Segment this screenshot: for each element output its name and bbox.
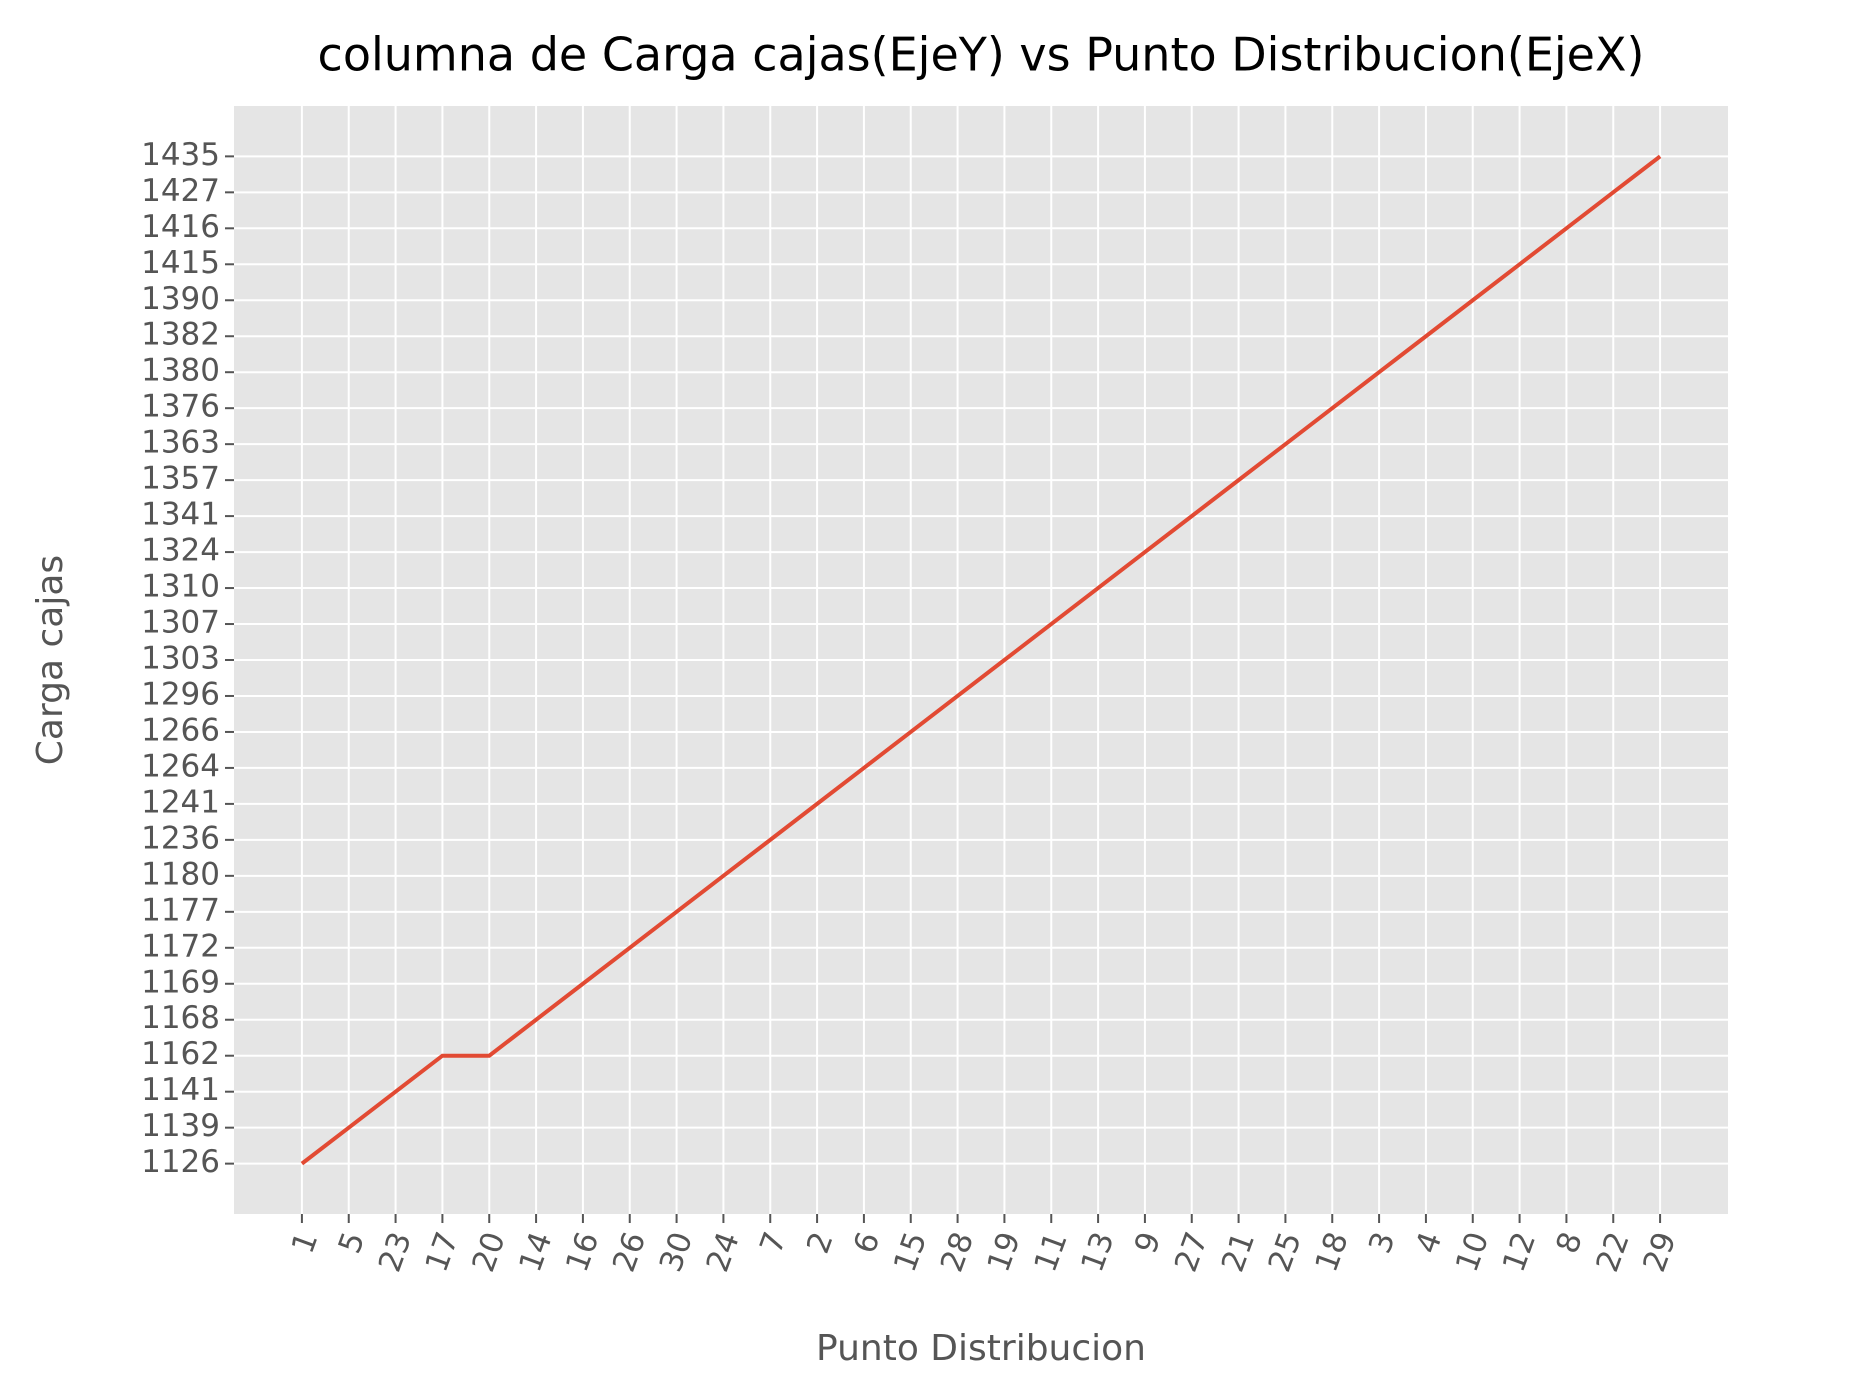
- x-tick-label: 19: [981, 1227, 1028, 1276]
- x-tick-label: 20: [465, 1227, 512, 1276]
- y-tick-label: 1266: [141, 712, 220, 748]
- y-tick-label: 1324: [141, 533, 220, 569]
- line-series: [300, 154, 1662, 1166]
- x-tick-label: 1: [285, 1227, 326, 1258]
- y-tick-label: 1435: [141, 137, 220, 173]
- y-tick-label: 1382: [141, 317, 220, 353]
- x-tick-label: 18: [1308, 1227, 1355, 1276]
- x-tick-label: 13: [1074, 1227, 1121, 1276]
- y-tick-label: 1357: [141, 461, 220, 497]
- y-tick-label: 1380: [141, 353, 220, 389]
- x-tick-label: 9: [1128, 1227, 1169, 1258]
- x-tick-label: 17: [419, 1227, 466, 1276]
- x-tick-label: 4: [1409, 1227, 1450, 1258]
- x-tick-label: 15: [887, 1227, 934, 1276]
- y-tick-label: 1177: [141, 892, 220, 928]
- x-tick-label: 29: [1636, 1227, 1683, 1276]
- y-tick-label: 1296: [141, 676, 220, 712]
- x-tick-label: 10: [1449, 1227, 1496, 1276]
- x-tick-label: 23: [372, 1227, 419, 1276]
- y-tick-label: 1162: [141, 1036, 220, 1072]
- x-tick-label: 12: [1496, 1227, 1543, 1276]
- x-tick-label: 27: [1168, 1227, 1215, 1276]
- y-tick-label: 1139: [141, 1108, 220, 1144]
- x-tick-label: 2: [800, 1227, 841, 1258]
- y-tick-label: 1415: [141, 245, 220, 281]
- y-tick-label: 1307: [141, 605, 220, 641]
- x-tick-label: 11: [1027, 1227, 1074, 1276]
- y-tick-label: 1172: [141, 928, 220, 964]
- y-axis-label: Carga cajas: [30, 555, 71, 765]
- y-tick-label: 1427: [141, 173, 220, 209]
- y-tick-label: 1241: [141, 784, 220, 820]
- x-tick-label: 5: [332, 1227, 373, 1258]
- y-tick-label: 1169: [141, 964, 220, 1000]
- x-tick-label: 26: [606, 1227, 653, 1276]
- x-tick-label: 24: [700, 1227, 747, 1276]
- y-tick-label: 1416: [141, 209, 220, 245]
- y-tick-label: 1126: [141, 1144, 220, 1180]
- x-tick-label: 6: [847, 1227, 888, 1258]
- x-tick-label: 21: [1215, 1227, 1262, 1276]
- x-tick-label: 3: [1362, 1227, 1403, 1258]
- x-tick-label: 8: [1549, 1227, 1590, 1258]
- y-tick-label: 1264: [141, 748, 220, 784]
- x-tick-label: 16: [559, 1227, 606, 1276]
- y-tick-label: 1236: [141, 820, 220, 856]
- y-tick-label: 1141: [141, 1072, 220, 1108]
- y-tick-label: 1363: [141, 425, 220, 461]
- y-tick-label: 1390: [141, 281, 220, 317]
- y-tick-label: 1310: [141, 569, 220, 605]
- y-tick-label: 1180: [141, 856, 220, 892]
- x-tick-label: 7: [753, 1227, 794, 1258]
- x-tick-label: 28: [934, 1227, 981, 1276]
- x-axis-label: Punto Distribucion: [816, 1328, 1146, 1369]
- y-tick-label: 1303: [141, 641, 220, 677]
- y-tick-label: 1341: [141, 497, 220, 533]
- x-tick-label: 14: [512, 1227, 559, 1276]
- y-tick-label: 1168: [141, 1000, 220, 1036]
- x-tick-label: 22: [1589, 1227, 1636, 1276]
- chart-title: columna de Carga cajas(EjeY) vs Punto Di…: [318, 28, 1645, 82]
- x-tick-label: 30: [653, 1227, 700, 1276]
- x-tick-label: 25: [1262, 1227, 1309, 1276]
- y-tick-label: 1376: [141, 389, 220, 425]
